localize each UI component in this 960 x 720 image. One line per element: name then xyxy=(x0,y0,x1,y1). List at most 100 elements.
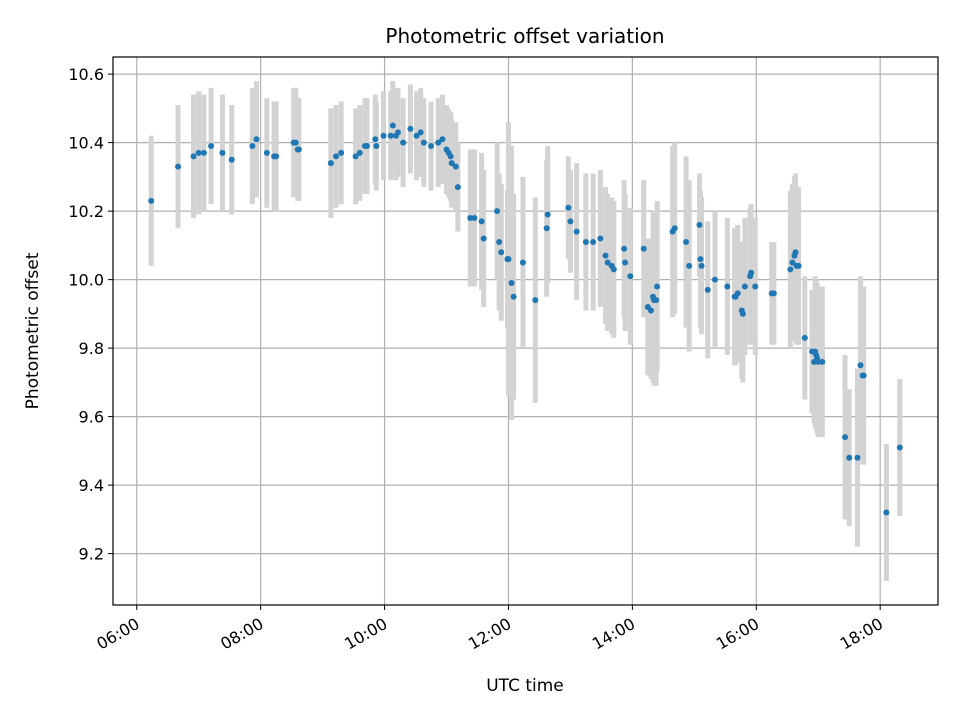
data-point xyxy=(748,269,755,276)
data-point xyxy=(654,283,661,290)
data-point xyxy=(273,153,280,160)
data-point xyxy=(333,153,340,160)
data-point xyxy=(621,245,628,252)
data-point xyxy=(653,297,660,304)
data-point xyxy=(400,139,407,146)
data-point xyxy=(622,259,629,266)
data-point xyxy=(696,221,703,228)
data-point xyxy=(263,149,270,156)
data-point xyxy=(447,153,454,160)
data-point xyxy=(435,139,442,146)
y-axis-label: Photometric offset xyxy=(23,252,43,409)
data-point xyxy=(883,509,890,516)
data-point xyxy=(647,307,654,314)
data-point xyxy=(683,238,690,245)
data-point xyxy=(439,136,446,143)
data-point xyxy=(208,143,215,150)
data-point xyxy=(356,149,363,156)
data-point xyxy=(364,143,371,150)
data-point xyxy=(249,143,256,150)
x-axis-label: UTC time xyxy=(486,676,564,696)
y-tick-label: 10.4 xyxy=(68,134,104,153)
data-point xyxy=(338,149,345,156)
y-tick-label: 9.2 xyxy=(79,545,104,564)
data-point xyxy=(770,290,777,297)
data-point xyxy=(819,358,826,365)
data-point xyxy=(543,225,550,232)
data-point xyxy=(602,252,609,259)
data-point xyxy=(896,444,903,451)
data-point xyxy=(567,218,574,225)
data-point xyxy=(627,273,634,280)
data-point xyxy=(508,280,515,287)
y-tick-label: 9.8 xyxy=(79,339,104,358)
data-point xyxy=(573,228,580,235)
data-point xyxy=(565,204,572,211)
data-point xyxy=(327,160,334,167)
data-point xyxy=(413,132,420,139)
data-point xyxy=(801,334,808,341)
data-point xyxy=(352,153,359,160)
data-point xyxy=(532,297,539,304)
data-point xyxy=(478,218,485,225)
data-point xyxy=(519,259,526,266)
data-point xyxy=(175,163,182,170)
data-point xyxy=(846,454,853,461)
data-point xyxy=(671,225,678,232)
data-point xyxy=(480,235,487,242)
data-point xyxy=(448,160,455,167)
data-point xyxy=(697,256,704,263)
data-point xyxy=(407,125,414,132)
data-point xyxy=(604,259,611,266)
data-point xyxy=(854,454,861,461)
data-point xyxy=(505,256,512,263)
data-point xyxy=(373,143,380,150)
data-point xyxy=(789,259,796,266)
data-point xyxy=(467,214,474,221)
data-point xyxy=(842,434,849,441)
data-point xyxy=(253,136,260,143)
data-point xyxy=(195,149,202,156)
y-tick-label: 10.6 xyxy=(68,65,104,84)
data-point xyxy=(815,358,822,365)
data-point xyxy=(219,149,226,156)
data-point xyxy=(734,290,741,297)
chart-title: Photometric offset variation xyxy=(385,24,664,48)
y-tick-label: 9.4 xyxy=(79,476,104,495)
data-point xyxy=(686,262,693,269)
data-point xyxy=(428,143,435,150)
data-point xyxy=(387,132,394,139)
data-point xyxy=(610,266,617,273)
data-point xyxy=(496,238,503,245)
data-point xyxy=(698,262,705,269)
data-point xyxy=(228,156,235,163)
data-point xyxy=(860,372,867,379)
data-point xyxy=(544,211,551,218)
data-point xyxy=(471,214,478,221)
data-point xyxy=(292,139,299,146)
data-point xyxy=(795,262,802,269)
data-point xyxy=(704,286,711,293)
data-point xyxy=(752,283,759,290)
data-point xyxy=(787,266,794,273)
data-point xyxy=(200,149,207,156)
y-tick-label: 9.6 xyxy=(79,408,104,427)
data-points xyxy=(148,122,903,516)
data-point xyxy=(498,249,505,256)
data-point xyxy=(739,310,746,317)
data-point xyxy=(190,153,197,160)
data-point xyxy=(792,249,799,256)
data-point xyxy=(372,136,379,143)
plot-frame xyxy=(112,56,939,606)
data-point xyxy=(295,146,302,153)
data-point xyxy=(148,197,155,204)
data-point xyxy=(417,129,424,136)
data-point xyxy=(724,283,731,290)
data-point xyxy=(590,238,597,245)
data-point xyxy=(452,163,459,170)
data-point xyxy=(494,208,501,215)
data-point xyxy=(510,293,517,300)
data-point xyxy=(640,245,647,252)
